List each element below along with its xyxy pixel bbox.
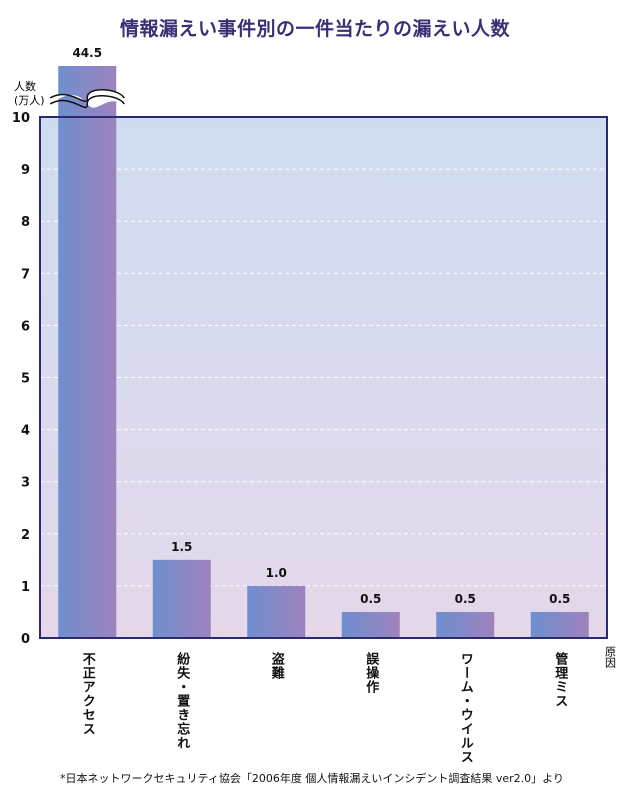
bar-value-label: 1.0 (266, 566, 287, 580)
x-tick-label: 管理ミス (552, 651, 568, 708)
bar-value-label: 0.5 (455, 592, 476, 606)
x-tick-label: ワーム・ウイルス (458, 652, 474, 764)
y-tick-label: 7 (21, 267, 30, 282)
y-tick-label: 0 (21, 632, 30, 647)
chart-title: 情報漏えい事件別の一件当たりの漏えい人数 (119, 18, 510, 40)
bar-value-label: 0.5 (549, 592, 570, 606)
y-tick-label: 2 (21, 528, 30, 543)
axis-break-line (49, 89, 125, 103)
y-tick-label: 5 (21, 372, 30, 387)
y-tick-label: 8 (21, 215, 30, 230)
bar (341, 611, 400, 638)
bar (58, 66, 117, 638)
bar (152, 559, 211, 638)
x-tick-label: 紛失・置き忘れ (174, 651, 190, 750)
bar-value-label: 0.5 (360, 592, 381, 606)
x-tick-label: 誤操作 (363, 651, 379, 694)
bar (436, 611, 495, 638)
y-tick-label: 1 (21, 580, 30, 595)
axis-break-mark (50, 89, 125, 108)
bar (247, 585, 306, 638)
x-axis-label: 原因 (604, 646, 617, 669)
plot-frame (39, 116, 608, 639)
y-tick-label: 4 (21, 424, 30, 439)
y-tick-label: 3 (21, 476, 30, 491)
y-axis-label: 人数 (14, 80, 36, 93)
bar-value-label: 1.5 (171, 540, 192, 554)
y-tick-label: 9 (21, 163, 30, 178)
bar-value-label: 44.5 (72, 46, 102, 60)
source-note: *日本ネットワークセキュリティ協会「2006年度 個人情報漏えいインシデント調査… (60, 772, 564, 785)
bar (530, 611, 589, 638)
y-axis-unit: (万人) (14, 94, 45, 107)
x-tick-label: 盗難 (269, 651, 285, 680)
axis-break-line (49, 95, 125, 109)
y-tick-label: 6 (21, 319, 30, 334)
x-tick-label: 不正アクセス (80, 652, 96, 736)
y-tick-label: 10 (12, 111, 30, 126)
